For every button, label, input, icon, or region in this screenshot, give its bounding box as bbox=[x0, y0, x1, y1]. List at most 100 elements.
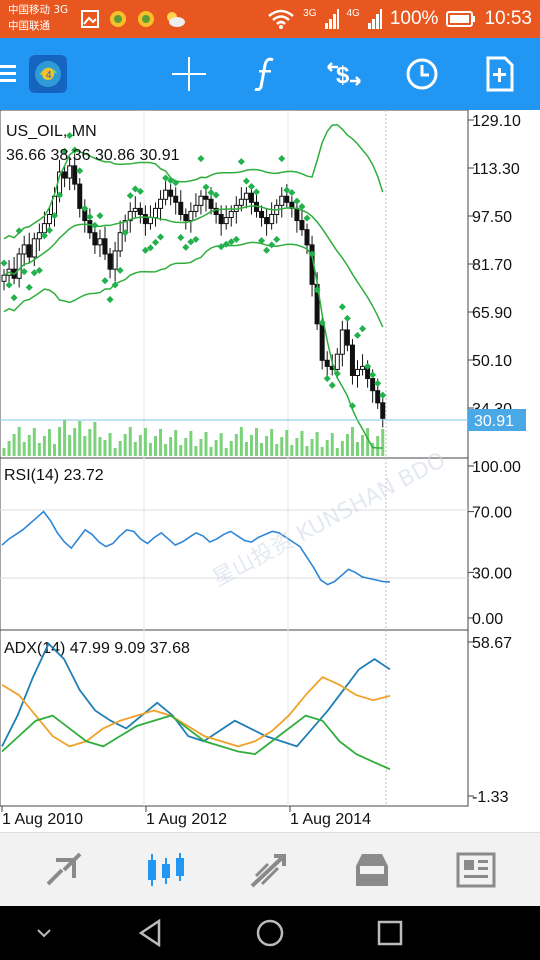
volume-bar bbox=[305, 446, 309, 456]
quotes-icon[interactable] bbox=[40, 847, 88, 893]
candle-body bbox=[127, 210, 133, 222]
chart-toolbar: 4 $ bbox=[0, 38, 540, 110]
candle-body bbox=[213, 207, 219, 215]
volume-bar bbox=[83, 436, 87, 456]
sar-dot bbox=[268, 241, 276, 249]
recents-icon[interactable] bbox=[370, 916, 410, 950]
sar-dot bbox=[353, 331, 362, 339]
candle-body bbox=[339, 329, 345, 355]
sar-dot bbox=[258, 237, 266, 245]
adx-tick-label: 58.67 bbox=[472, 635, 512, 652]
volume-bar bbox=[361, 435, 365, 456]
volume-bar bbox=[169, 437, 173, 456]
carrier-secondary: 中国联通 bbox=[8, 20, 50, 32]
sar-dot bbox=[318, 319, 326, 327]
date-axis: 1 Aug 2010 1 Aug 2012 1 Aug 2014 bbox=[1, 806, 371, 828]
volume-bar bbox=[315, 432, 319, 456]
volume-bar bbox=[164, 444, 168, 456]
candle-body bbox=[248, 192, 254, 203]
volume-bar bbox=[219, 433, 223, 456]
adx-plus-di-line bbox=[1, 675, 391, 748]
volume-bar bbox=[184, 438, 188, 456]
sar-dot bbox=[369, 371, 377, 379]
volume-bar bbox=[204, 432, 208, 456]
date-tick-label: 1 Aug 2012 bbox=[146, 811, 227, 828]
volume-bar bbox=[239, 427, 243, 456]
back-icon[interactable] bbox=[130, 916, 170, 950]
clock: 10:53 bbox=[484, 8, 532, 29]
volume-bar bbox=[260, 443, 264, 456]
app-logo-icon[interactable]: 4 bbox=[26, 52, 70, 96]
volume-bar bbox=[290, 445, 294, 456]
sar-dot bbox=[40, 232, 48, 240]
volume-bar bbox=[68, 435, 72, 456]
crosshair-icon[interactable] bbox=[167, 52, 211, 96]
volume-bar bbox=[12, 434, 16, 456]
sar-dot bbox=[61, 147, 69, 155]
bollinger-upper-band bbox=[3, 123, 384, 240]
candle-body bbox=[158, 198, 164, 209]
volume-bar bbox=[229, 441, 233, 456]
app-notification-icon bbox=[110, 11, 126, 27]
volume-bar bbox=[325, 440, 329, 456]
sar-dot bbox=[252, 188, 261, 196]
ohlc-readout: 36.66 38.36 30.86 30.91 bbox=[6, 147, 180, 164]
candle-body bbox=[41, 223, 47, 234]
status-right: 3G 4G 100% 10:53 bbox=[267, 0, 532, 38]
candle-body bbox=[264, 217, 270, 225]
notification-icons bbox=[80, 8, 186, 30]
timeframe-clock-icon[interactable] bbox=[400, 52, 444, 96]
gallery-notification-icon bbox=[81, 10, 99, 28]
function-icon[interactable] bbox=[244, 52, 288, 96]
candle-body bbox=[137, 207, 143, 215]
current-price-tag bbox=[468, 409, 526, 431]
system-navigation-bar bbox=[0, 906, 540, 960]
sar-dot bbox=[288, 189, 296, 197]
history-inbox-icon[interactable] bbox=[348, 847, 396, 893]
volume-bar bbox=[335, 448, 339, 456]
chart-tab-icon[interactable] bbox=[142, 847, 190, 893]
rsi-label: RSI(14) 23.72 bbox=[4, 467, 104, 484]
price-tick-label: 97.50 bbox=[472, 209, 512, 226]
candle-body bbox=[173, 195, 179, 203]
volume-bar bbox=[295, 438, 299, 456]
volume-bar bbox=[113, 448, 117, 456]
new-order-icon[interactable] bbox=[478, 52, 522, 96]
volume-bar bbox=[280, 437, 284, 456]
volume-bar bbox=[350, 427, 354, 456]
sar-dot bbox=[146, 244, 154, 252]
candle-body bbox=[324, 359, 330, 367]
sar-dot bbox=[91, 221, 99, 229]
volume-bar bbox=[244, 442, 248, 456]
candle-body bbox=[355, 368, 360, 376]
volume-bar bbox=[123, 434, 127, 456]
sar-dot bbox=[263, 246, 271, 254]
collapse-icon[interactable] bbox=[24, 916, 64, 950]
sar-dot bbox=[177, 234, 185, 242]
sar-dot bbox=[76, 167, 84, 175]
sar-dot bbox=[25, 283, 33, 291]
symbol-change-icon[interactable]: $ bbox=[322, 52, 366, 96]
candle-body bbox=[62, 171, 68, 179]
candle-body bbox=[375, 390, 381, 404]
sar-dot bbox=[167, 176, 175, 184]
volume-bar bbox=[249, 435, 253, 456]
candle-body bbox=[370, 378, 376, 392]
volume-bar bbox=[275, 444, 279, 456]
candle-body bbox=[117, 232, 123, 252]
trade-icon[interactable] bbox=[244, 847, 292, 893]
news-icon[interactable] bbox=[452, 847, 500, 893]
candle-body bbox=[243, 192, 249, 200]
price-tick-label: 81.70 bbox=[472, 257, 512, 274]
signal-icon-1 bbox=[324, 9, 339, 29]
sar-dot bbox=[359, 325, 367, 333]
volume-bar bbox=[214, 440, 218, 456]
weather-icon bbox=[167, 12, 185, 27]
menu-icon[interactable] bbox=[0, 52, 26, 96]
sar-dot bbox=[45, 226, 53, 234]
home-icon[interactable] bbox=[250, 916, 290, 950]
volume-bar bbox=[78, 421, 82, 456]
candle-body bbox=[46, 213, 52, 225]
